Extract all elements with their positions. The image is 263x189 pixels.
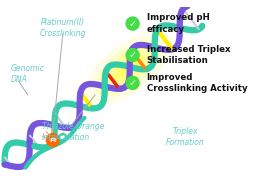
Text: Improved
Crosslinking Activity: Improved Crosslinking Activity — [146, 73, 247, 93]
Ellipse shape — [113, 55, 144, 81]
Text: Increased Triplex
Stabilisation: Increased Triplex Stabilisation — [146, 45, 230, 65]
Text: ✓: ✓ — [129, 50, 137, 60]
Text: Platinum(II)
Crosslinking: Platinum(II) Crosslinking — [40, 18, 86, 38]
Circle shape — [126, 17, 139, 30]
Text: Genomic
DNA: Genomic DNA — [11, 64, 45, 84]
Ellipse shape — [105, 48, 151, 88]
Ellipse shape — [96, 40, 161, 96]
Ellipse shape — [118, 60, 138, 77]
Circle shape — [46, 134, 59, 146]
Text: Pt: Pt — [49, 138, 57, 143]
Ellipse shape — [85, 32, 171, 104]
Text: ✓: ✓ — [129, 19, 137, 29]
Text: Triplex
Formation: Triplex Formation — [166, 127, 205, 147]
Circle shape — [126, 76, 139, 89]
Text: ✓: ✓ — [129, 78, 137, 88]
Text: Improved pH
efficacy: Improved pH efficacy — [146, 13, 209, 34]
Text: Thiazole Orange
Intercalation: Thiazole Orange Intercalation — [42, 122, 104, 142]
Circle shape — [126, 49, 139, 62]
